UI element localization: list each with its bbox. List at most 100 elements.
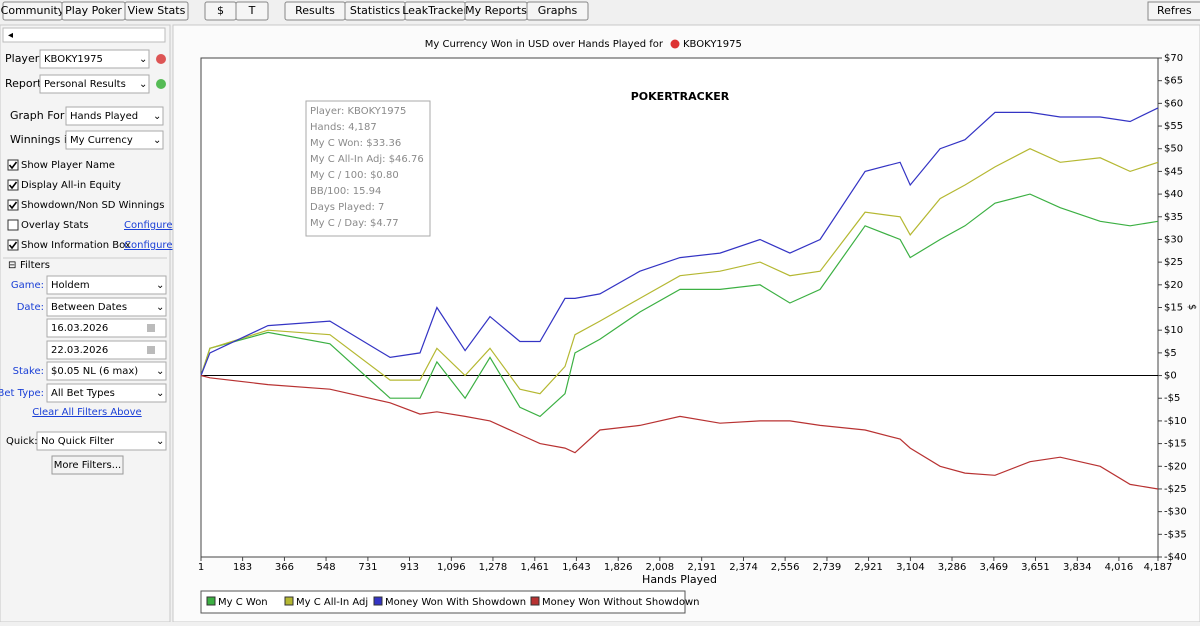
date-box[interactable] [46,318,167,338]
x-tick-label: 1,096 [437,562,466,573]
checkbox[interactable] [7,199,19,211]
toolbar-button-label: My Reports [465,4,527,17]
checkbox[interactable] [7,219,19,231]
report-label: Report: [5,77,45,90]
legend-swatch [530,596,540,606]
legend-swatch [284,596,294,606]
option-label: Display All-in Equity [21,180,121,191]
x-tick-label: 366 [275,562,294,573]
report-combo[interactable] [39,74,150,94]
toolbar-button[interactable] [235,1,269,21]
more-filters-button[interactable] [51,455,124,475]
collapse-icon: ◂ [8,30,13,41]
y-tick-label: -$15 [1164,439,1187,450]
configure-link[interactable]: Configure [124,240,172,251]
graph-for-combo[interactable] [65,106,164,126]
x-tick-label: 2,374 [729,562,758,573]
series-line [200,148,1159,395]
filter-combo[interactable] [46,361,167,381]
toolbar-button-label: Results [295,4,335,17]
checkbox[interactable] [7,179,19,191]
filter-combo-value: Between Dates [51,302,127,313]
player-combo[interactable] [39,49,150,69]
filter-combo-value: Holdem [51,280,90,291]
x-axis-label: Hands Played [642,573,717,586]
calendar-icon [147,346,155,354]
checkbox[interactable] [7,239,19,251]
filter-combo[interactable] [46,383,167,403]
configure-link[interactable]: Configure [124,220,172,231]
legend-swatch [206,596,216,606]
y-tick-label: $40 [1164,189,1183,200]
y-tick-label: $60 [1164,98,1183,109]
toolbar-button[interactable] [124,1,189,21]
winnings-combo-arrow: ⌄ [153,135,161,146]
quick-combo-arrow: ⌄ [156,436,164,447]
filter-label: Stake: [13,366,44,377]
date-box[interactable] [46,340,167,360]
filter-combo[interactable] [46,297,167,317]
info-line: My C Won: $33.36 [310,138,401,149]
x-tick-label: 2,556 [771,562,800,573]
y-tick-label: -$5 [1164,393,1180,404]
graph-for-label: Graph For: [10,109,68,122]
filter-label: Game: [11,280,44,291]
info-line: Player: KBOKY1975 [310,106,406,117]
legend-label: My C Won [218,597,268,608]
graph-for-combo-value: Hands Played [70,111,138,122]
series-line [200,193,1159,418]
y-tick-label: $20 [1164,280,1183,291]
checkmark [8,241,18,250]
quick-combo[interactable] [36,431,167,451]
toolbar-button-label: $ [217,4,224,17]
filter-combo[interactable] [46,275,167,295]
clear-filters-link[interactable]: Clear All Filters Above [32,407,141,418]
series-line [200,374,1159,490]
toolbar-button[interactable] [526,1,589,21]
player-combo-value: KBOKY1975 [44,54,103,65]
y-tick-label: -$40 [1164,552,1187,563]
y-tick-label: $70 [1164,53,1183,64]
filter-combo-arrow: ⌄ [156,388,164,399]
filter-combo-value: All Bet Types [51,388,115,399]
x-tick-label: 3,104 [896,562,925,573]
checkmark [8,161,18,170]
report-icon [156,79,166,89]
refresh-button[interactable] [1147,1,1200,21]
x-tick-label: 183 [233,562,252,573]
info-line: Days Played: 7 [310,202,384,213]
player-label: Player: [5,52,43,65]
y-tick-label: -$35 [1164,529,1187,540]
x-tick-label: 4,016 [1105,562,1134,573]
y-tick-label: $25 [1164,257,1183,268]
y-tick-label: $15 [1164,303,1183,314]
y-tick-label: -$10 [1164,416,1187,427]
filters-toggle: ⊟ [8,260,16,271]
option-label: Show Player Name [21,160,115,171]
more-filters-label: More Filters... [54,460,121,471]
winnings-combo[interactable] [65,130,164,150]
legend-label: My C All-In Adj [296,597,368,608]
x-tick-label: 1 [198,562,204,573]
calendar-icon [147,324,155,332]
x-tick-label: 731 [358,562,377,573]
y-tick-label: -$30 [1164,507,1187,518]
info-line: Hands: 4,187 [310,122,377,133]
x-tick-label: 2,921 [854,562,883,573]
checkbox[interactable] [7,159,19,171]
toolbar-button-label: Play Poker [65,4,122,17]
legend-swatch [373,596,383,606]
checkmark [8,201,18,210]
info-line: My C All-In Adj: $46.76 [310,154,424,165]
graph-for-combo-arrow: ⌄ [153,111,161,122]
y-tick-label: -$20 [1164,461,1187,472]
x-tick-label: 4,187 [1144,562,1173,573]
legend-label: Money Won With Showdown [385,597,526,608]
collapse-button[interactable] [2,27,166,43]
y-tick-label: $55 [1164,121,1183,132]
x-tick-label: 2,191 [687,562,716,573]
x-tick-label: 2,739 [813,562,842,573]
filter-label: Bet Type: [0,388,44,399]
